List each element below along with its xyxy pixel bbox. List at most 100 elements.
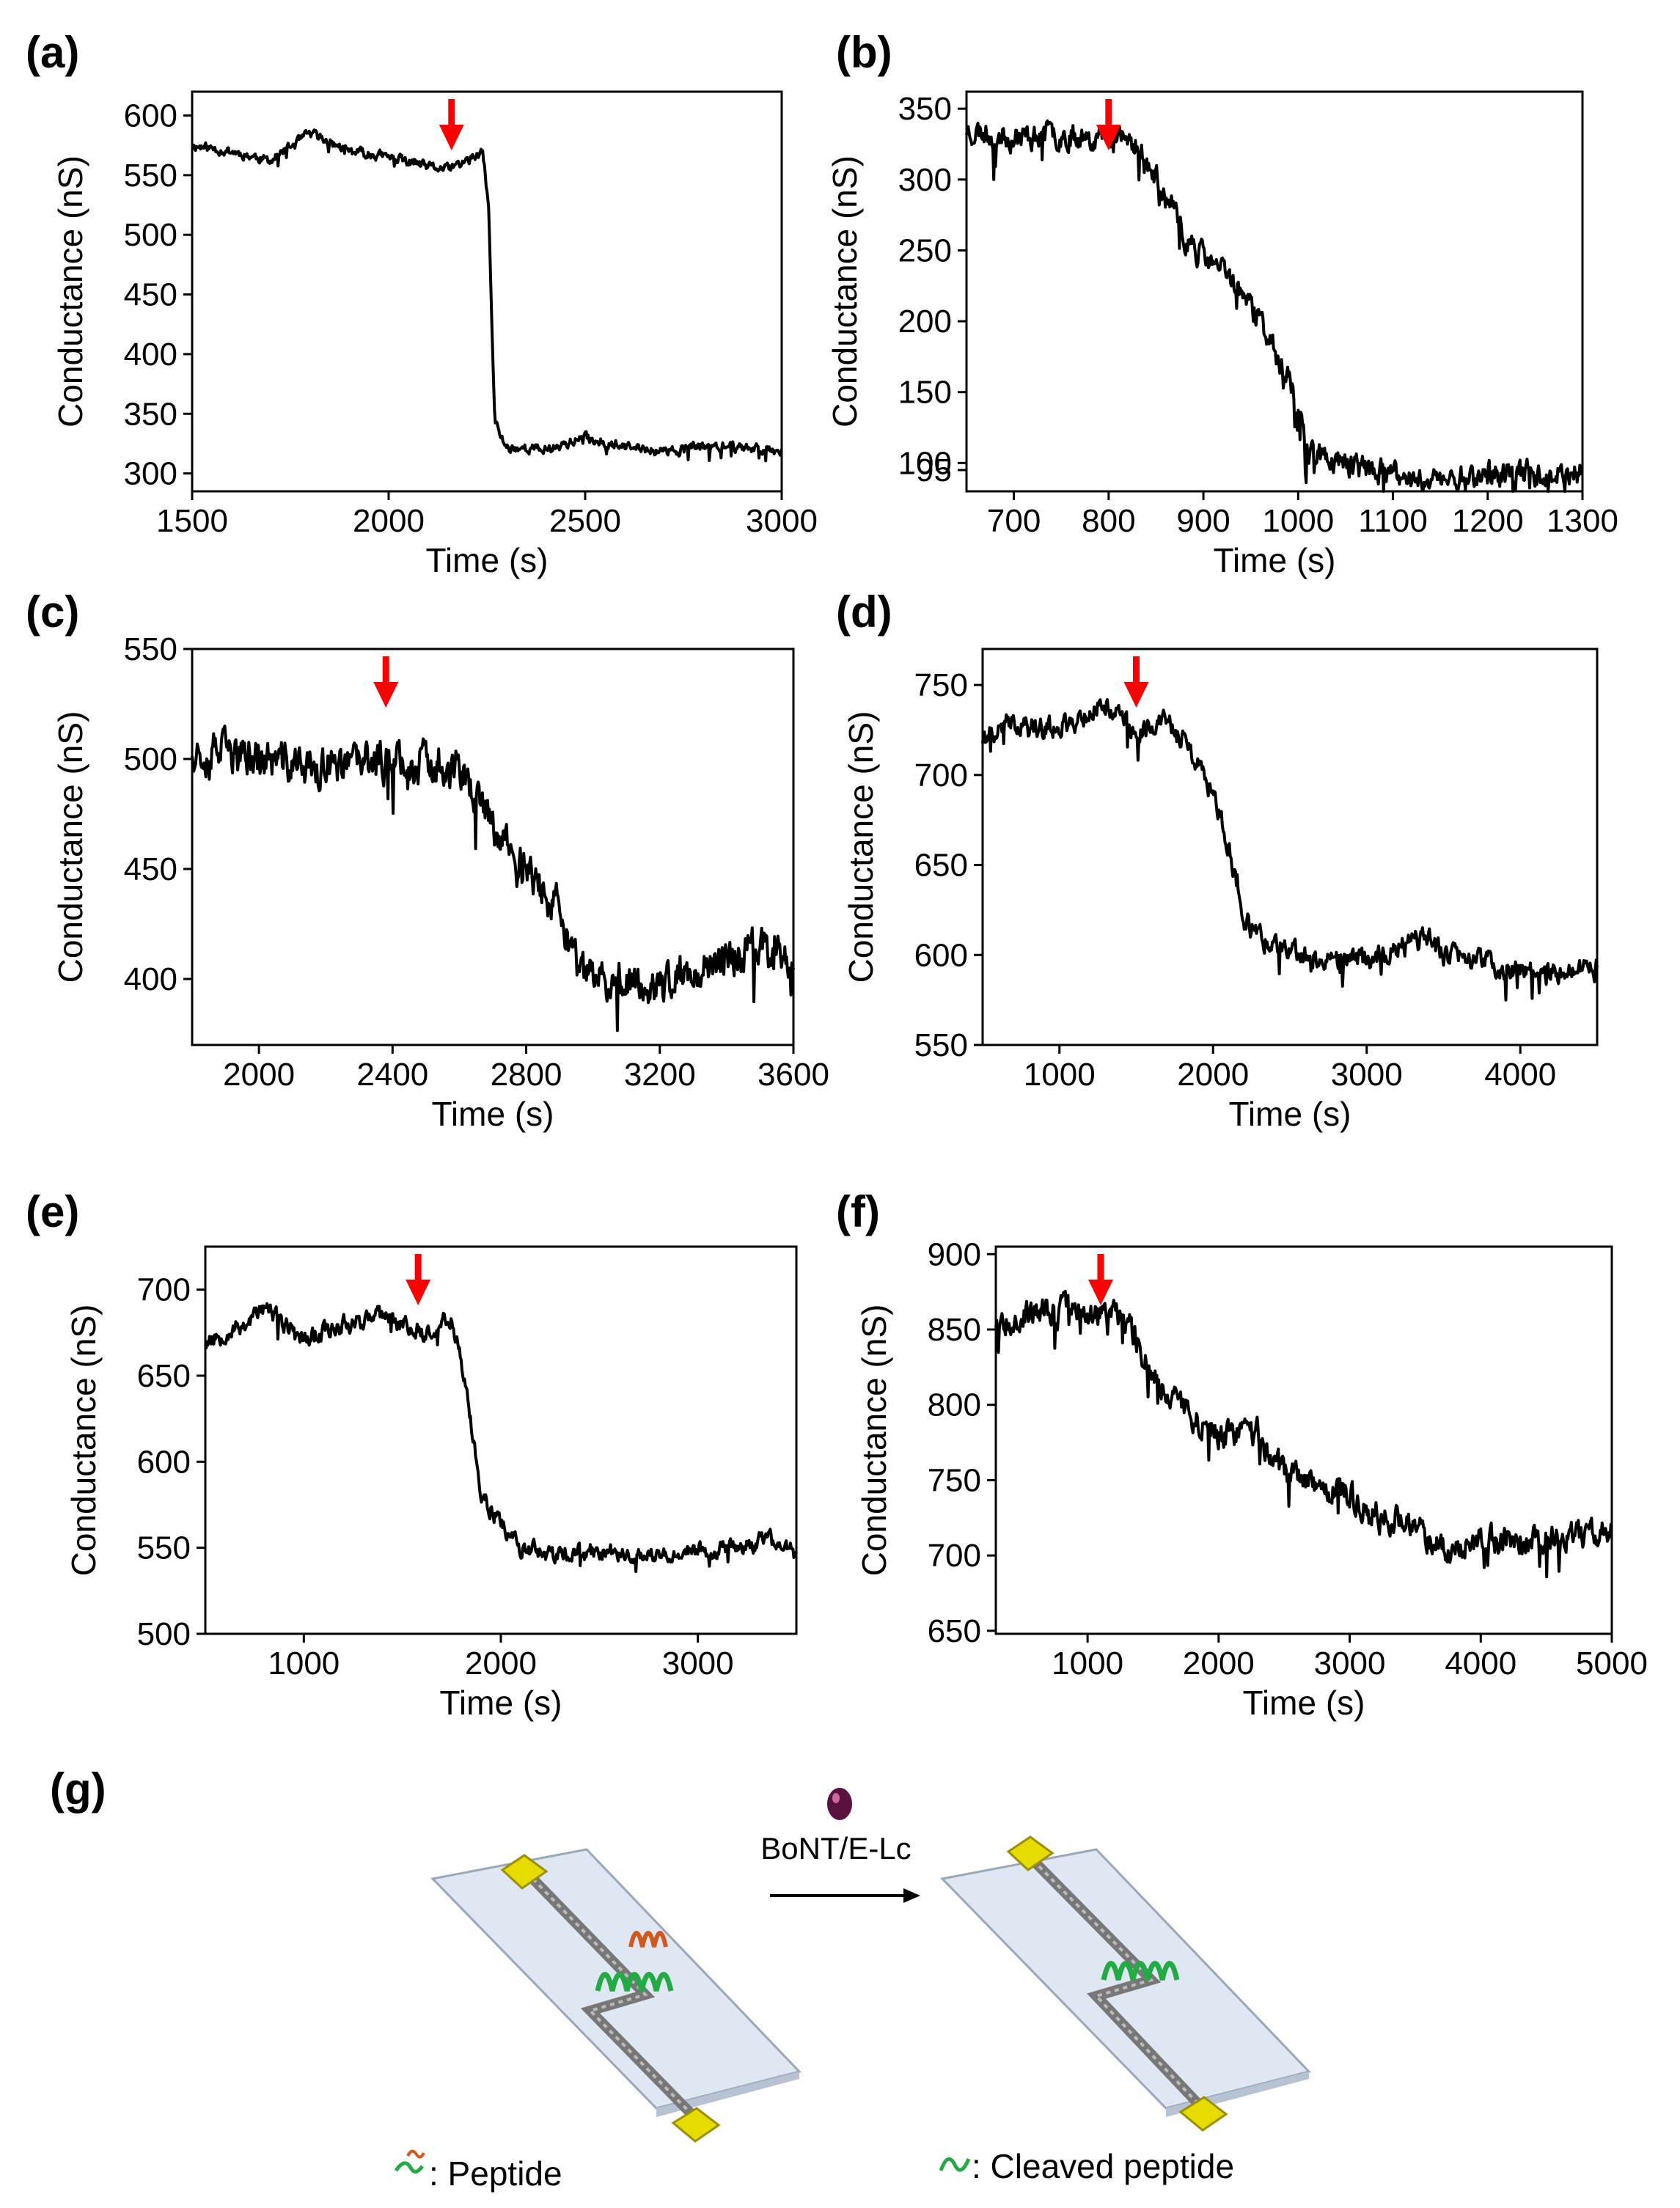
device-before [430,1848,802,2143]
plot-frame [994,1245,1613,1635]
y-tick-label: 150 [898,375,952,411]
plot-frame [191,90,783,493]
x-tick-label: 2500 [549,503,621,539]
injection-arrow-head [1123,682,1149,708]
cleaved-peptide-helix [1101,1961,1180,1981]
y-tick-label: 550 [914,1027,968,1063]
y-axis-label: Conductance (nS) [51,155,89,428]
electrode-pad [1178,2096,1228,2132]
x-tick-label: 4000 [1484,1057,1556,1093]
x-tick-label: 2400 [356,1057,428,1093]
plot-frame [965,90,1584,493]
x-tick-label: 3000 [746,503,818,539]
x-tick-label: 3200 [624,1057,696,1093]
series-line [981,698,1599,1002]
electrode-pad [500,1854,549,1890]
y-axis-label: Conductance (nS) [826,155,864,428]
y-tick-label: 500 [137,1616,191,1652]
y-tick-label: 350 [898,91,952,127]
x-tick-label: 2000 [1177,1057,1249,1093]
x-tick-label: 3000 [662,1646,734,1681]
series-line [204,1302,798,1573]
x-tick-label: 1000 [268,1646,340,1681]
y-tick-label: 900 [928,1236,981,1272]
panel-label: (f) [836,1187,880,1236]
enzyme-label: BoNT/E-Lc [760,1831,911,1866]
panel-g-scheme: (g) BoNT/E-Lc : Peptide : Cleaved peptid… [50,1764,1311,2193]
x-tick-label: 2000 [465,1646,537,1681]
x-tick-label: 1100 [1358,503,1428,539]
x-tick-label: 5000 [1576,1646,1648,1681]
injection-arrow-head [406,1280,431,1305]
series-line [965,119,1584,493]
x-tick-label: 4000 [1445,1646,1516,1681]
electrode-pad [1006,1835,1054,1871]
y-tick-label: 650 [914,848,968,884]
x-tick-label: 1500 [156,503,228,539]
x-axis-label: Time (s) [1243,1684,1365,1722]
y-tick-label: 600 [914,937,968,973]
x-axis-label: Time (s) [440,1684,562,1722]
chart-panel-3: (d) 1000 2000 3000 4000 550 600 650 700 750 Time (… [836,587,1599,1133]
y-tick-label: 700 [914,758,968,793]
y-tick-label: 95 [916,452,952,488]
y-tick-label: 850 [928,1312,981,1348]
x-tick-label: 2000 [223,1057,295,1093]
substrate [939,1848,1311,2110]
x-axis-label: Time (s) [432,1095,554,1133]
series-line [191,725,795,1033]
electrode-pad [671,2107,721,2143]
x-tick-label: 1300 [1547,503,1618,539]
x-axis-label: Time (s) [1214,541,1336,579]
x-tick-label: 2800 [491,1057,562,1093]
y-axis-label: Conductance (nS) [855,1305,893,1577]
y-tick-label: 300 [898,162,952,198]
chart-panel-2: (c) 2000 2400 2800 3200 3600 400 450 500 550 Time … [26,587,829,1133]
series-line [191,128,783,463]
y-tick-label: 750 [914,667,968,703]
x-tick-label: 3000 [1314,1646,1386,1681]
y-tick-label: 100 [898,445,952,481]
cleaved-peptide-glyph [939,2157,971,2172]
x-tick-label: 1000 [1052,1646,1123,1681]
y-tick-label: 250 [898,232,952,268]
enzyme-icon [827,1788,852,1820]
y-tick-label: 600 [124,98,177,134]
plot-frame [191,648,795,1046]
y-tick-label: 650 [928,1613,981,1649]
panel-label: (d) [836,587,892,637]
peptide-helix-orange [628,1931,668,1948]
y-axis-label: Conductance (nS) [51,711,89,983]
y-tick-label: 400 [124,961,177,997]
y-axis-label: Conductance (nS) [842,711,880,983]
y-tick-label: 300 [124,456,177,492]
peptide-glyph [394,2161,425,2174]
x-tick-label: 700 [987,503,1041,539]
y-tick-label: 450 [124,851,177,887]
panel-label: (a) [26,28,79,77]
plot-frame [204,1245,798,1635]
y-tick-label: 600 [137,1444,191,1480]
y-tick-label: 550 [137,1530,191,1566]
reaction-arrow-head [903,1888,920,1903]
y-tick-label: 650 [137,1358,191,1394]
series-line [994,1289,1613,1579]
panel-label-g: (g) [50,1764,106,1813]
panel-label: (b) [836,28,892,77]
y-tick-label: 500 [124,217,177,253]
x-tick-label: 1000 [1024,1057,1096,1093]
y-tick-label: 450 [124,277,177,313]
y-tick-label: 500 [124,741,177,777]
y-tick-label: 800 [928,1387,981,1423]
figure: (a) 1500 2000 2500 3000 300 350 400 450 500 550 600… [26,28,1648,1722]
y-tick-label: 550 [124,631,177,667]
legend-cleaved-peptide-text: : Cleaved peptide [972,2147,1234,2185]
y-axis-label: Conductance (nS) [65,1305,103,1577]
x-axis-label: Time (s) [426,541,549,579]
panel-label: (e) [26,1187,79,1236]
plot-frame [981,648,1599,1046]
x-tick-label: 1000 [1262,503,1334,539]
y-tick-label: 700 [137,1272,191,1308]
device-after [939,1835,1311,2132]
